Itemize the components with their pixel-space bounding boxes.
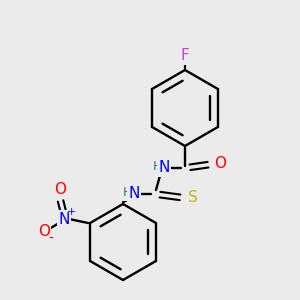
Text: O: O: [54, 182, 66, 197]
Text: -: -: [49, 232, 53, 246]
Text: H: H: [152, 160, 162, 173]
Text: H: H: [122, 187, 132, 200]
Text: N: N: [128, 187, 140, 202]
Text: F: F: [181, 49, 189, 64]
Text: S: S: [188, 190, 198, 206]
Text: N: N: [158, 160, 170, 175]
Text: O: O: [38, 224, 50, 238]
Text: O: O: [214, 157, 226, 172]
Text: N: N: [58, 212, 70, 226]
Text: +: +: [66, 207, 76, 217]
